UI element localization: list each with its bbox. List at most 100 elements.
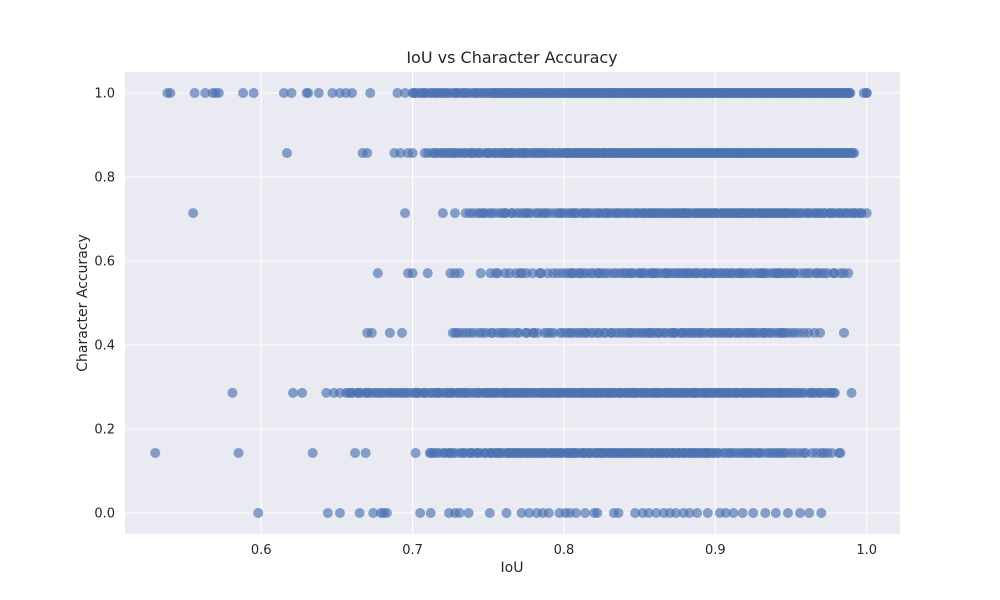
data-point — [782, 508, 793, 518]
data-point — [527, 268, 538, 279]
data-point — [165, 88, 176, 98]
data-point — [189, 88, 200, 98]
data-point — [366, 327, 377, 338]
data-point — [362, 148, 373, 159]
y-tick-labels: 0.0 0.2 0.4 0.6 0.8 1.0 — [94, 87, 115, 522]
y-tick-label: 0.6 — [94, 255, 115, 270]
data-point — [307, 447, 318, 458]
data-point — [804, 508, 815, 518]
data-point — [684, 508, 695, 518]
data-point — [248, 88, 259, 98]
data-point — [368, 508, 379, 518]
data-point — [360, 447, 371, 458]
data-point — [760, 508, 771, 518]
data-point — [702, 508, 713, 518]
data-point — [278, 88, 289, 98]
x-axis-label: IoU — [501, 560, 524, 576]
data-point — [475, 268, 486, 279]
data-point — [347, 88, 358, 98]
data-point — [303, 88, 314, 98]
data-point — [400, 208, 411, 219]
data-point — [748, 508, 759, 518]
data-point — [580, 508, 591, 518]
data-point — [422, 268, 433, 279]
data-point — [449, 208, 460, 219]
data-point — [670, 508, 681, 518]
data-point — [286, 88, 297, 98]
data-point — [407, 268, 418, 279]
data-point — [354, 508, 365, 518]
data-point — [400, 88, 411, 98]
data-point — [815, 327, 826, 338]
x-tick-labels: 0.6 0.7 0.8 0.9 1.0 — [251, 543, 877, 558]
y-tick-label: 0.2 — [94, 423, 115, 438]
x-tick-label: 0.6 — [251, 543, 272, 558]
data-point — [384, 327, 395, 338]
data-point — [613, 508, 624, 518]
data-point — [415, 508, 426, 518]
data-point — [795, 508, 806, 518]
data-points — [150, 88, 872, 518]
data-point — [381, 508, 392, 518]
data-point — [297, 387, 308, 398]
data-point — [213, 88, 224, 98]
data-point — [816, 508, 827, 518]
data-point — [524, 508, 535, 518]
data-point — [532, 327, 543, 338]
data-point — [188, 208, 199, 219]
data-point — [288, 387, 299, 398]
data-point — [501, 508, 512, 518]
data-point — [849, 148, 860, 159]
data-point — [592, 508, 603, 518]
data-point — [322, 508, 333, 518]
data-point — [826, 447, 837, 458]
data-point — [728, 508, 739, 518]
data-point — [233, 447, 244, 458]
data-point — [227, 387, 238, 398]
data-point — [484, 508, 495, 518]
data-point — [829, 387, 840, 398]
data-point — [365, 88, 376, 98]
data-point — [845, 88, 856, 98]
data-point — [392, 88, 403, 98]
data-point — [630, 508, 641, 518]
data-point — [692, 508, 703, 518]
data-point — [281, 148, 292, 159]
data-point — [321, 387, 332, 398]
data-point — [410, 447, 421, 458]
data-point — [238, 88, 249, 98]
plot-area — [125, 72, 900, 534]
x-tick-label: 0.8 — [554, 543, 575, 558]
data-point — [200, 88, 211, 98]
chart-title: IoU vs Character Accuracy — [406, 48, 617, 67]
data-point — [838, 327, 849, 338]
data-point — [463, 508, 474, 518]
y-tick-label: 0.0 — [94, 507, 115, 522]
data-point — [437, 208, 448, 219]
data-point — [327, 88, 338, 98]
data-point — [425, 508, 436, 518]
data-point — [770, 508, 781, 518]
x-tick-label: 0.9 — [705, 543, 726, 558]
data-point — [334, 508, 345, 518]
y-tick-label: 0.8 — [94, 171, 115, 186]
data-point — [843, 268, 854, 279]
data-point — [651, 508, 662, 518]
data-point — [835, 447, 846, 458]
data-point — [372, 268, 383, 279]
data-point — [395, 148, 406, 159]
data-point — [737, 508, 748, 518]
data-point — [643, 508, 654, 518]
data-point — [397, 327, 407, 338]
data-point — [454, 268, 465, 279]
data-point — [454, 508, 465, 518]
data-point — [253, 508, 264, 518]
data-point — [543, 508, 554, 518]
x-tick-label: 0.7 — [402, 543, 423, 558]
y-axis-label: Character Accuracy — [75, 234, 91, 371]
data-point — [846, 387, 857, 398]
data-point — [571, 508, 582, 518]
data-point — [313, 88, 324, 98]
data-point — [516, 508, 527, 518]
